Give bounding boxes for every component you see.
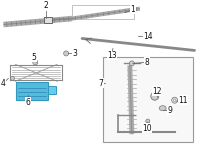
Text: 10: 10 <box>142 124 152 133</box>
Text: 7: 7 <box>99 79 103 88</box>
Text: 12: 12 <box>152 87 161 96</box>
Ellipse shape <box>159 106 166 111</box>
Text: 1: 1 <box>130 5 135 14</box>
Circle shape <box>173 99 176 101</box>
Text: 6: 6 <box>26 98 31 107</box>
Text: 2: 2 <box>44 1 49 10</box>
Text: 5: 5 <box>32 53 37 62</box>
Bar <box>44 17 52 22</box>
Text: 3: 3 <box>73 49 78 58</box>
Text: 9: 9 <box>167 106 172 115</box>
Bar <box>103 57 193 142</box>
Bar <box>16 82 48 100</box>
Bar <box>72 5 134 19</box>
Circle shape <box>33 60 38 65</box>
Circle shape <box>129 61 134 66</box>
Bar <box>48 86 56 94</box>
Text: 13: 13 <box>107 51 117 60</box>
Circle shape <box>172 97 178 103</box>
Circle shape <box>146 119 150 123</box>
Text: 4: 4 <box>1 79 6 88</box>
Circle shape <box>10 76 14 80</box>
Text: 8: 8 <box>144 58 149 67</box>
Circle shape <box>64 51 69 56</box>
Text: 11: 11 <box>178 96 187 105</box>
Text: 14: 14 <box>143 32 153 41</box>
Circle shape <box>151 92 159 100</box>
